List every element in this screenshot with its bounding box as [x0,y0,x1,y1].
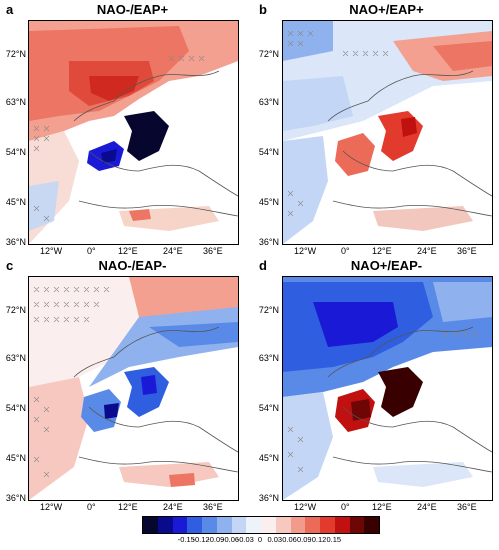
lat-tick-d-3: 45°N [258,453,279,463]
map-a [28,20,239,245]
lat-tick-b-1: 63°N [258,97,279,107]
lon-tick-b-3: 24°E [417,246,437,256]
colorbar-swatch [320,517,335,533]
map-b-svg [283,21,492,244]
lat-tick-d-1: 63°N [258,353,279,363]
lat-tick-b-0: 72°N [258,49,279,59]
panel-label-a: a [6,2,14,17]
lat-tick-b-4: 36°N [258,237,279,247]
lon-tick-a-0: 12°W [40,246,63,256]
colorbar-tick-label: 0.15 [326,535,342,544]
map-d-svg [283,277,492,500]
lat-tick-b-3: 45°N [258,197,279,207]
lon-tick-a-2: 12°E [118,246,138,256]
map-c-svg [29,277,238,500]
lat-tick-d-0: 72°N [258,305,279,315]
panel-title-d: NAO+/EAP- [350,258,423,273]
colorbar-swatch [143,517,158,533]
lon-tick-b-4: 36°E [457,246,477,256]
colorbar-swatch [349,517,365,533]
lon-tick-c-1: 0° [87,502,96,512]
colorbar-swatch [202,517,217,533]
map-a-svg [29,21,238,244]
lat-tick-b-2: 54°N [258,147,279,157]
lon-tick-b-1: 0° [341,246,350,256]
panel-label-d: d [259,258,267,273]
colorbar-swatch [172,517,188,533]
colorbar-swatch [334,517,350,533]
panel-label-c: c [6,258,14,273]
lat-tick-d-4: 36°N [258,493,279,503]
lat-tick-c-2: 54°N [5,403,26,413]
map-b [282,20,493,245]
colorbar-tick-label: -0.12 [192,535,210,544]
lat-tick-d-2: 54°N [258,403,279,413]
lon-tick-a-1: 0° [87,246,96,256]
colorbar [142,516,380,534]
lat-tick-a-3: 45°N [5,197,26,207]
lat-tick-c-4: 36°N [5,493,26,503]
colorbar-swatch [275,517,291,533]
colorbar-tick-label: 0.09 [296,535,312,544]
colorbar-swatch [187,517,202,533]
colorbar-swatch [364,517,379,533]
colorbar-tick-label: -0.09 [207,535,225,544]
lat-tick-c-3: 45°N [5,453,26,463]
colorbar-swatch [290,517,306,533]
lon-tick-d-0: 12°W [294,502,317,512]
panel-title-c: NAO-/EAP- [98,258,167,273]
colorbar-tick-label: 0.06 [282,535,297,544]
lon-tick-c-0: 12°W [40,502,63,512]
panel-title-a: NAO-/EAP+ [96,2,169,17]
colorbar-tick-label: 0.03 [267,535,283,544]
lat-tick-a-4: 36°N [5,237,26,247]
panel-title-b: NAO+/EAP+ [349,2,424,17]
lon-tick-b-2: 12°E [372,246,392,256]
colorbar-tick-label: 0.12 [311,535,327,544]
colorbar-swatch [231,517,247,533]
lon-tick-b-0: 12°W [294,246,317,256]
colorbar-swatch [261,517,276,533]
colorbar-tick-label: -0.15 [177,535,195,544]
map-d [282,276,493,501]
lon-tick-d-3: 24°E [417,502,437,512]
lat-tick-c-1: 63°N [5,353,26,363]
colorbar-tick-label: 0 [257,535,263,544]
colorbar-tick-label: -0.06 [221,535,240,544]
lon-tick-d-2: 12°E [372,502,392,512]
lon-tick-a-3: 24°E [163,246,183,256]
lon-tick-d-4: 36°E [457,502,477,512]
lon-tick-c-4: 36°E [203,502,223,512]
panel-label-b: b [259,2,267,17]
lat-tick-a-0: 72°N [5,49,26,59]
lon-tick-c-3: 24°E [163,502,183,512]
lon-tick-d-1: 0° [341,502,350,512]
colorbar-swatch [305,517,320,533]
lon-tick-c-2: 12°E [118,502,138,512]
map-c [28,276,239,501]
lon-tick-a-4: 36°E [203,246,223,256]
colorbar-swatch [157,517,173,533]
colorbar-tick-label: -0.03 [236,535,254,544]
lat-tick-a-1: 63°N [5,97,26,107]
lat-tick-c-0: 72°N [5,305,26,315]
colorbar-swatch [246,517,261,533]
lat-tick-a-2: 54°N [5,147,26,157]
colorbar-swatch [216,517,232,533]
